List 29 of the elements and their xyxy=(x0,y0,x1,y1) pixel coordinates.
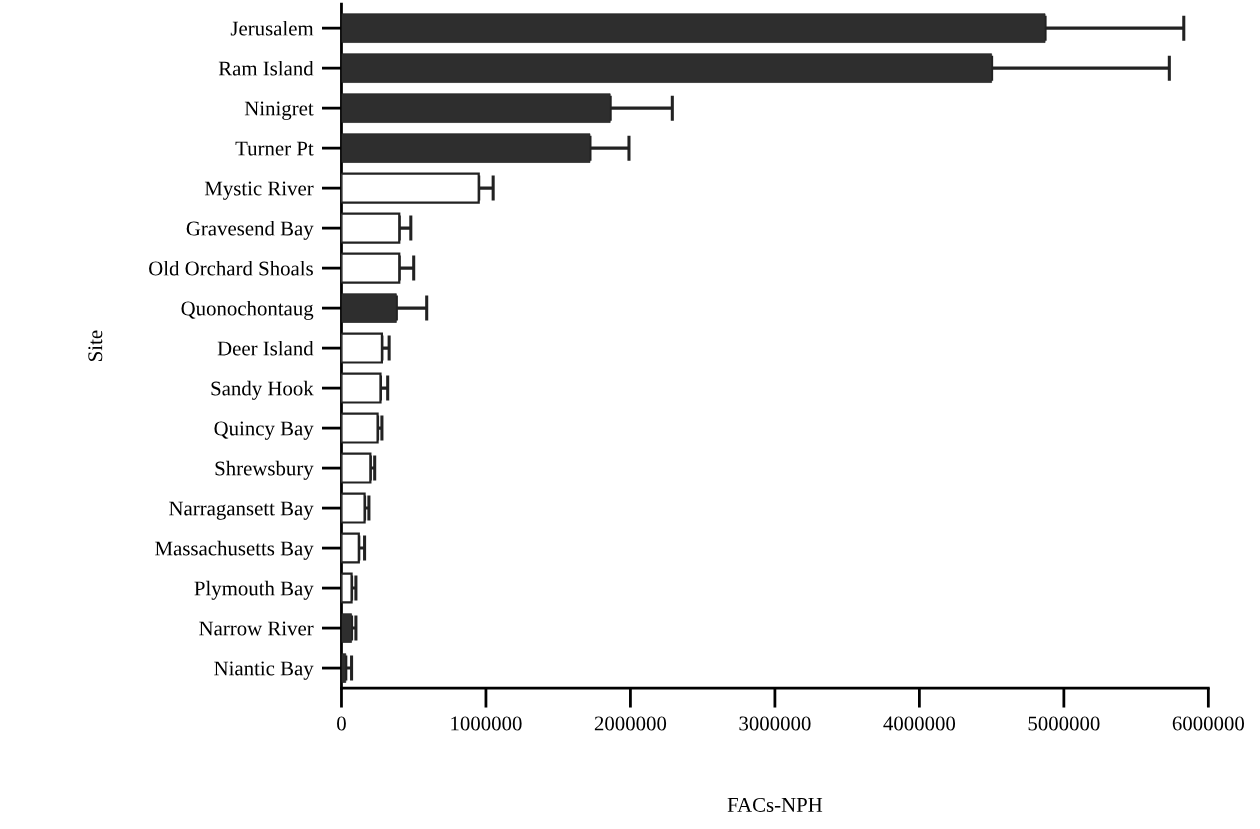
y-tick-label: Massachusetts Bay xyxy=(155,540,314,560)
x-tick-label: 3000000 xyxy=(739,716,811,731)
y-tick-label: Niantic Bay xyxy=(214,661,314,680)
y-tick-label: Old Orchard Shoals xyxy=(149,260,313,276)
y-tick-label: Turner Pt xyxy=(235,141,314,156)
x-tick-label: 6000000 xyxy=(1172,716,1244,731)
y-tick-label: Plymouth Bay xyxy=(194,580,314,600)
y-axis-title: Site xyxy=(88,330,103,361)
x-axis-title: FACs-NPH xyxy=(727,797,823,812)
y-tick-label: Narrow River xyxy=(199,621,314,636)
bar xyxy=(341,532,360,564)
x-tick-label: 1000000 xyxy=(451,716,522,731)
bar xyxy=(341,372,382,404)
y-tick-label: Shrewsbury xyxy=(215,460,314,480)
y-tick-label: Ram Island xyxy=(218,60,314,76)
y-tick-label: Quincy Bay xyxy=(214,421,314,440)
x-tick-label: 2000000 xyxy=(594,716,667,731)
y-tick-label: Narragansett Bay xyxy=(169,501,314,520)
y-tick-label: Ninigret xyxy=(244,101,314,120)
x-tick-label: 0 xyxy=(337,716,346,731)
x-tick-label: 5000000 xyxy=(1028,716,1100,731)
y-tick-label: Jerusalem xyxy=(230,20,314,36)
y-tick-label: Deer Island xyxy=(217,340,314,356)
y-tick-label: Mystic River xyxy=(204,181,314,200)
bar xyxy=(341,332,384,364)
y-tick-label: Sandy Hook xyxy=(211,380,314,400)
y-tick-label: Quonochontaug xyxy=(181,300,314,320)
x-tick-label: 4000000 xyxy=(883,716,956,731)
y-tick-label: Gravesend Bay xyxy=(186,220,314,240)
